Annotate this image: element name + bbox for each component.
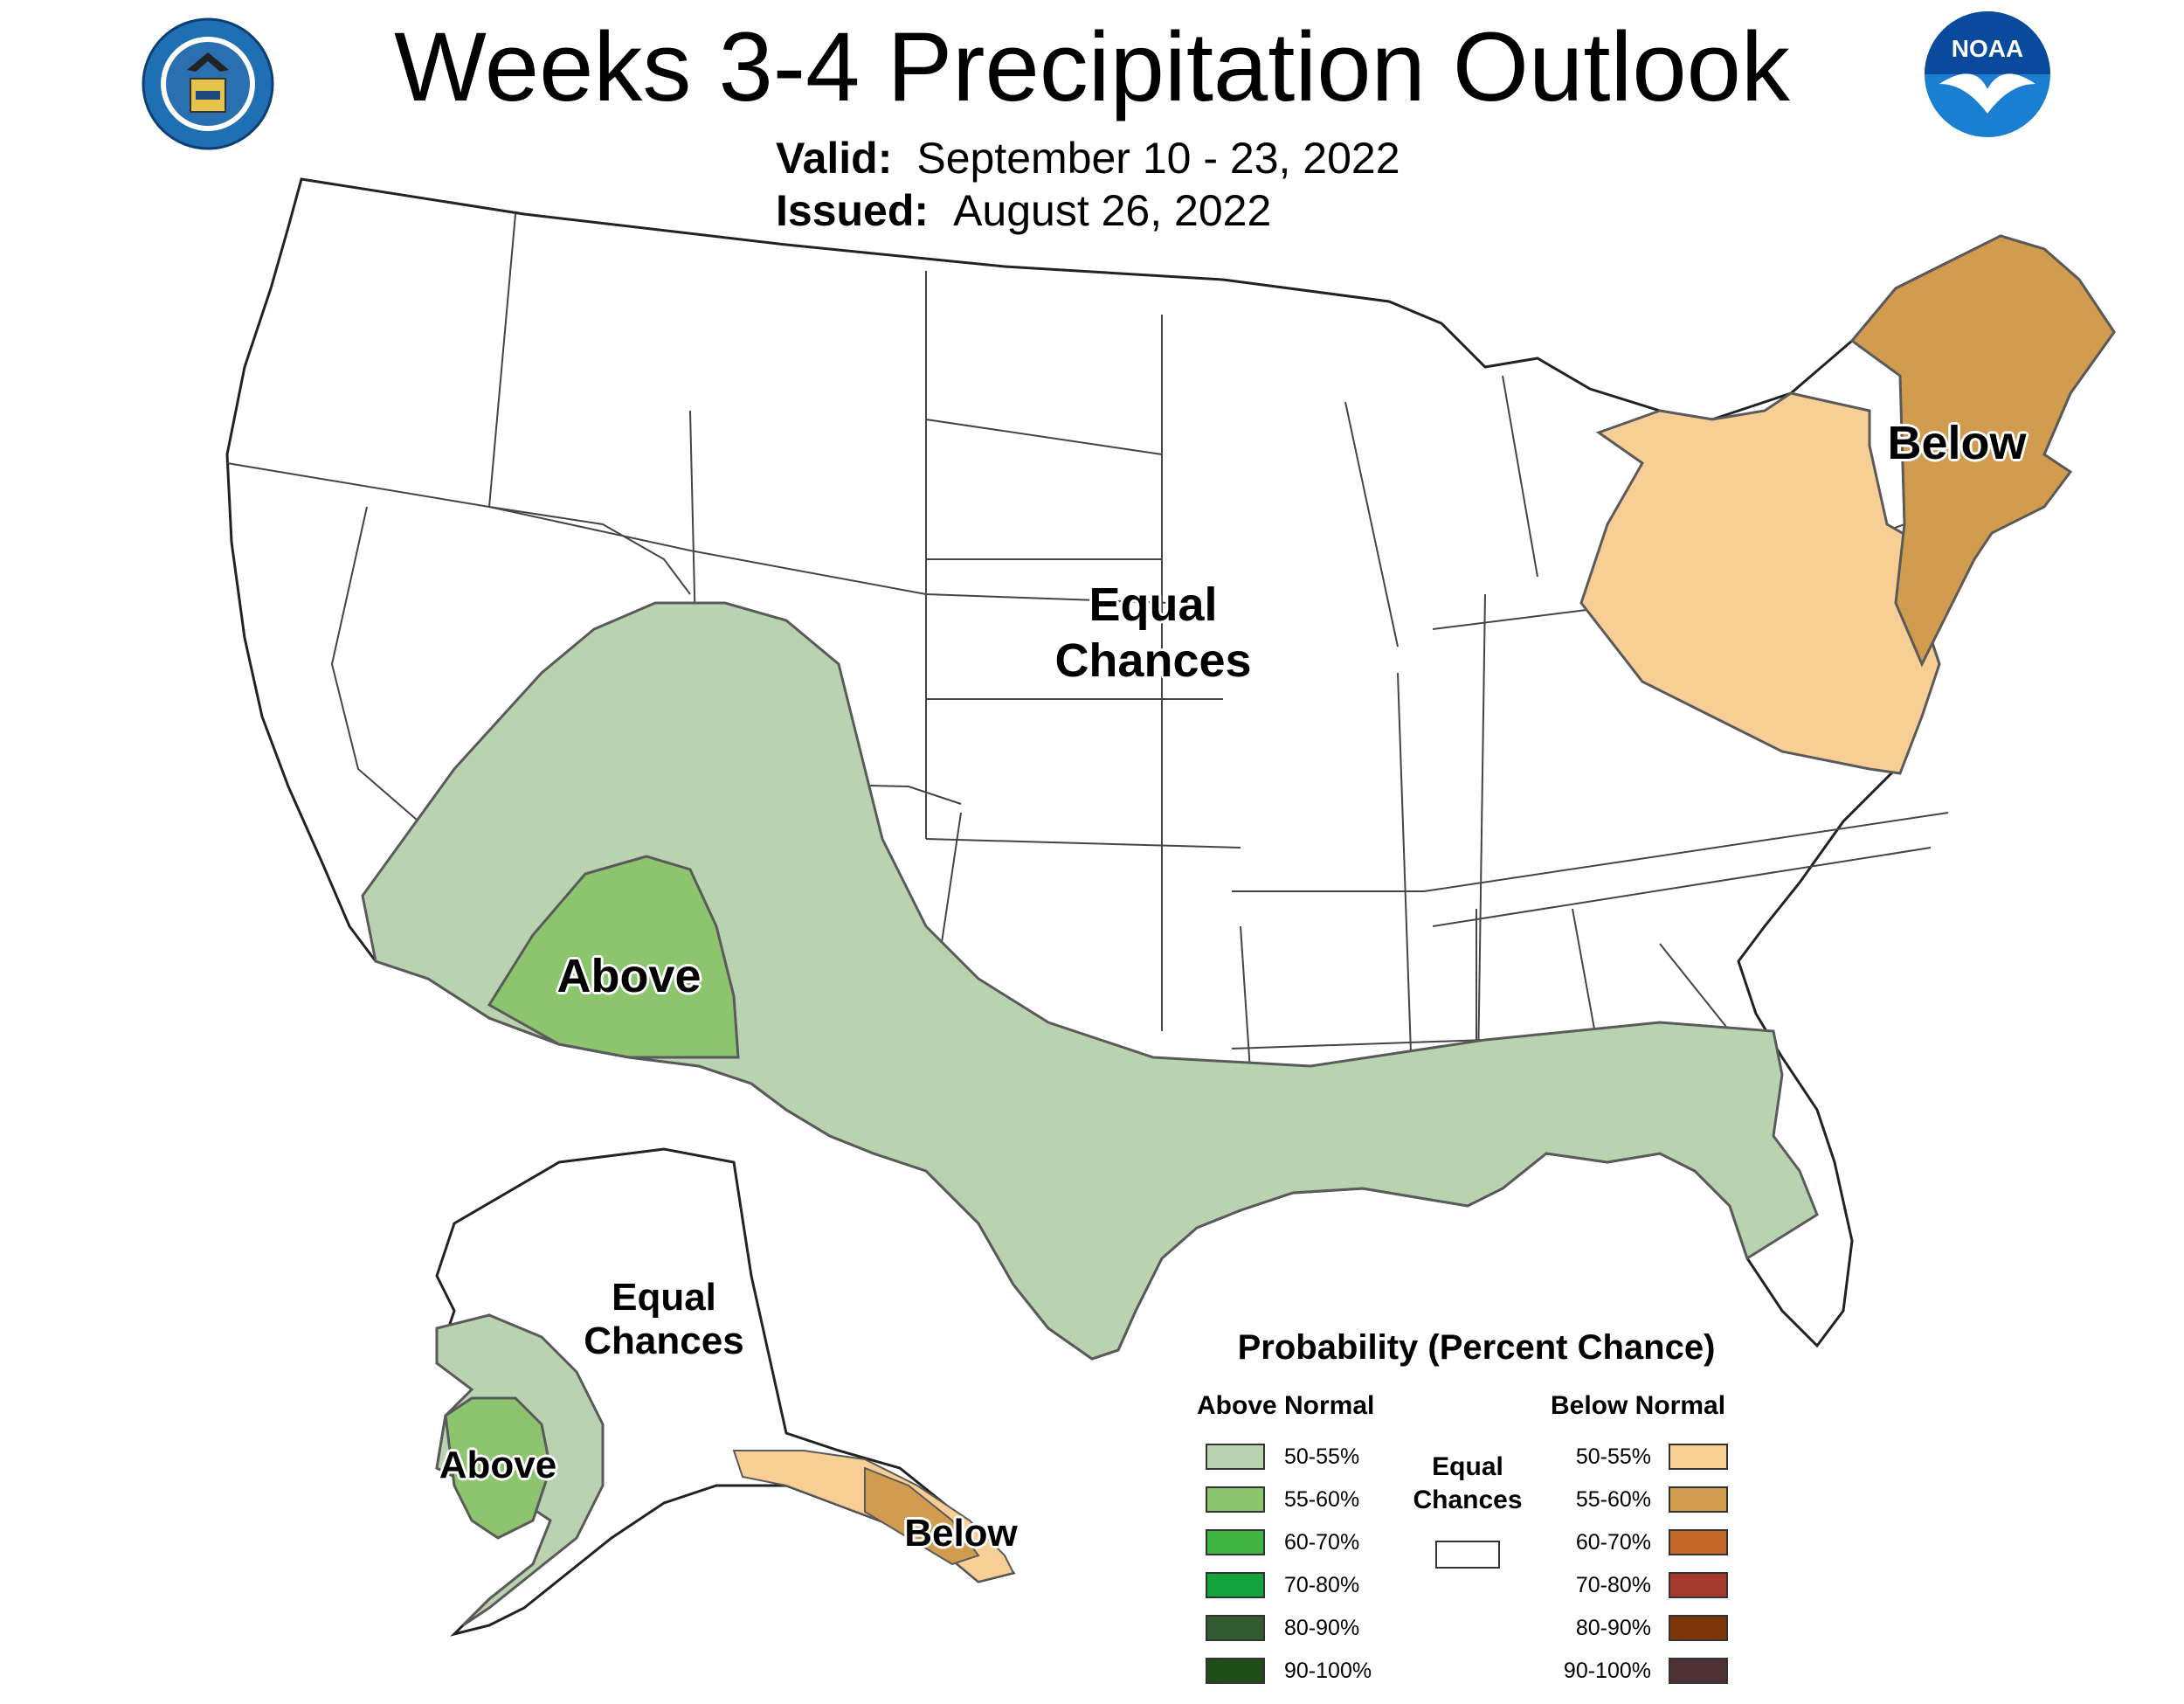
legend-above-row: 55-60% xyxy=(1206,1485,1433,1514)
legend-below-label: 60-70% xyxy=(1575,1530,1651,1555)
legend-equal-line1: Equal xyxy=(1432,1452,1503,1481)
noaa-logo-text: NOAA xyxy=(1952,35,2023,62)
legend-above-swatch xyxy=(1206,1572,1265,1598)
issued-date: Issued: August 26, 2022 xyxy=(776,185,1271,236)
legend-above-label: 60-70% xyxy=(1284,1530,1360,1555)
legend-above-label: 55-60% xyxy=(1284,1487,1360,1512)
legend-above-row: 70-80% xyxy=(1206,1570,1433,1600)
valid-dates: Valid: September 10 - 23, 2022 xyxy=(776,133,1400,184)
legend-below-label: 90-100% xyxy=(1563,1659,1651,1683)
conus-below-55-60-region xyxy=(1849,234,2116,668)
conus-above-50-55-region xyxy=(361,601,1819,1361)
legend-below-swatch xyxy=(1669,1444,1728,1470)
conus-equal-label-line2: Chances xyxy=(1054,634,1252,687)
legend-title: Probability (Percent Chance) xyxy=(1237,1328,1716,1367)
alaska-above-55-60-region xyxy=(444,1396,552,1540)
legend-below-swatch xyxy=(1669,1486,1728,1513)
legend-below-header: Below Normal xyxy=(1551,1391,1726,1420)
legend-above-swatch xyxy=(1206,1444,1265,1470)
legend-below-row: 90-100% xyxy=(1546,1656,1773,1686)
legend-above-label: 90-100% xyxy=(1284,1659,1372,1683)
conus-above-label: Above xyxy=(556,950,702,1002)
conus-below-label: Below xyxy=(1887,417,2027,469)
legend-above-swatch xyxy=(1206,1658,1265,1684)
legend-above-swatch xyxy=(1206,1486,1265,1513)
legend-above-swatch xyxy=(1206,1615,1265,1641)
conus-equal-label-line1: Equal xyxy=(1089,578,1218,631)
legend-above-header: Above Normal xyxy=(1197,1391,1375,1420)
legend-below-row: 80-90% xyxy=(1546,1613,1773,1643)
legend-below-label: 70-80% xyxy=(1575,1573,1651,1597)
legend-below-label: 80-90% xyxy=(1575,1616,1651,1640)
legend-equal-line2: Chances xyxy=(1413,1486,1523,1514)
legend-equal-chances-label: Equal Chances xyxy=(1398,1451,1538,1517)
legend-below-label: 55-60% xyxy=(1575,1487,1651,1512)
noaa-logo-icon: NOAA xyxy=(1925,11,2050,137)
department-of-commerce-seal-icon xyxy=(142,17,274,150)
alaska-equal-label-line1: Equal xyxy=(612,1276,716,1319)
legend-above-swatch xyxy=(1206,1529,1265,1555)
alaska-equal-label-line2: Chances xyxy=(584,1320,744,1362)
legend-above-row: 50-55% xyxy=(1206,1442,1433,1472)
alaska-above-label: Above xyxy=(439,1444,557,1486)
legend-above-label: 80-90% xyxy=(1284,1616,1360,1640)
legend-below-swatch xyxy=(1669,1658,1728,1684)
valid-label: Valid: xyxy=(776,134,893,183)
legend-below-row: 55-60% xyxy=(1546,1485,1773,1514)
legend-below-row: 60-70% xyxy=(1546,1527,1773,1557)
conus-below-50-55-region xyxy=(1579,391,1950,775)
valid-value: September 10 - 23, 2022 xyxy=(916,134,1400,183)
legend-above-row: 90-100% xyxy=(1206,1656,1433,1686)
legend-below-label: 50-55% xyxy=(1575,1444,1651,1469)
legend-equal-chances-swatch xyxy=(1435,1541,1500,1569)
page-title: Weeks 3-4 Precipitation Outlook xyxy=(394,12,1790,121)
issued-value: August 26, 2022 xyxy=(953,186,1272,235)
issued-label: Issued: xyxy=(776,186,930,235)
legend-below-row: 50-55% xyxy=(1546,1442,1773,1472)
legend-below-scale: 50-55% 55-60% 60-70% 70-80% 80-90% 90-100% xyxy=(1546,1442,1773,1704)
alaska-below-label: Below xyxy=(904,1512,1018,1555)
legend-above-label: 50-55% xyxy=(1284,1444,1360,1469)
legend-above-scale: 50-55% 55-60% 60-70% 70-80% 80-90% 90-100% xyxy=(1206,1442,1433,1704)
alaska-equal-chances-label: Equal Chances xyxy=(550,1276,778,1363)
legend-below-row: 70-80% xyxy=(1546,1570,1773,1600)
conus-equal-chances-label: Equal Chances xyxy=(1022,577,1284,689)
legend-above-row: 60-70% xyxy=(1206,1527,1433,1557)
conus-above-55-60-region xyxy=(487,855,740,1059)
legend-below-swatch xyxy=(1669,1572,1728,1598)
legend-above-row: 80-90% xyxy=(1206,1613,1433,1643)
legend-above-label: 70-80% xyxy=(1284,1573,1360,1597)
legend-below-swatch xyxy=(1669,1615,1728,1641)
alaska-below-55-60-region xyxy=(864,1466,980,1566)
legend-below-swatch xyxy=(1669,1529,1728,1555)
